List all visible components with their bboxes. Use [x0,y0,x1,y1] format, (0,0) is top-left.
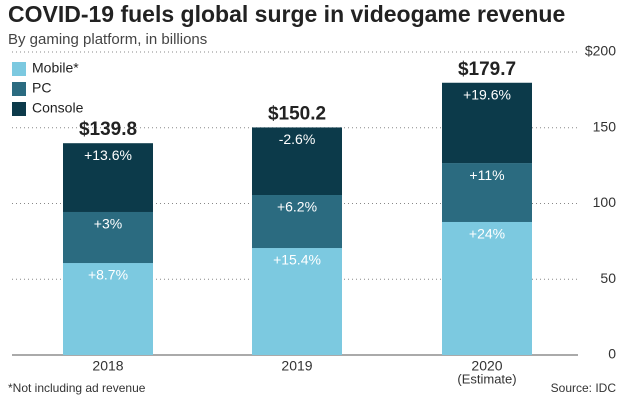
legend-swatch [12,62,26,76]
footnote: *Not including ad revenue [8,381,146,395]
legend-swatch [12,102,26,116]
total-label: $179.7 [458,59,516,80]
growth-label: +19.6% [463,86,511,102]
bar-segment [63,211,153,264]
x-tick-label: 2020 [471,358,502,374]
bar-segment [63,263,153,355]
x-note: (Estimate) [457,371,516,386]
chart-title: COVID-19 fuels global surge in videogame… [8,1,565,27]
y-tick-label: 0 [608,346,616,362]
legend-swatch [12,82,26,96]
x-tick-label: 2018 [92,358,123,374]
growth-label: +6.2% [277,199,317,215]
growth-label: +13.6% [84,147,132,163]
bar-segment [442,163,532,222]
growth-label: +3% [94,216,122,232]
total-label: $150.2 [268,103,326,124]
bar-segment [442,82,532,164]
legend-label: PC [32,80,51,96]
y-tick-label: 150 [593,118,617,134]
x-tick-label: 2019 [281,358,312,374]
growth-label: +15.4% [273,252,321,268]
bar-segment [63,143,153,212]
growth-label: +11% [469,167,504,183]
legend-label: Console [32,100,84,116]
y-tick-label: 100 [593,194,617,210]
growth-label: +8.7% [88,267,128,283]
bar-segment [252,195,342,249]
growth-label: -2.6% [279,131,316,147]
bar-segment [252,127,342,196]
total-label: $139.8 [79,119,137,140]
growth-label: +24% [469,226,505,242]
bar-segment [252,248,342,355]
y-tick-label: 50 [600,270,616,286]
y-tick-label: $200 [585,43,616,59]
legend-label: Mobile* [32,60,79,76]
source: Source: IDC [551,381,617,395]
bar-segment [442,221,532,355]
chart-subtitle: By gaming platform, in billions [8,31,207,48]
